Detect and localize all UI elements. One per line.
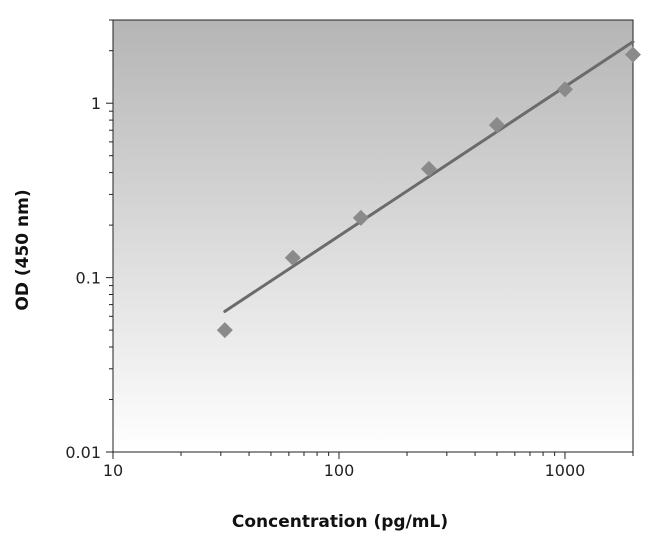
data-point xyxy=(420,160,437,177)
data-point xyxy=(556,81,573,98)
tick-labels: 10 100 1000 0.01 0.1 1 xyxy=(65,94,585,480)
y-tick-label: 1 xyxy=(91,94,101,113)
x-tick-label: 10 xyxy=(103,461,123,480)
y-axis-title: OD (450 nm) xyxy=(13,189,33,310)
data-point xyxy=(488,116,505,133)
axes xyxy=(106,19,634,459)
x-axis-title: Concentration (pg/mL) xyxy=(232,512,448,532)
data-point xyxy=(284,249,301,266)
y-tick-label: 0.01 xyxy=(65,443,101,462)
plot-area xyxy=(112,19,634,453)
data-point xyxy=(625,46,641,63)
x-tick-label: 100 xyxy=(324,461,355,480)
data-point xyxy=(216,322,233,339)
x-tick-label: 1000 xyxy=(545,461,586,480)
data-point xyxy=(352,209,369,226)
y-tick-label: 0.1 xyxy=(76,269,101,288)
data-marks xyxy=(216,40,641,339)
